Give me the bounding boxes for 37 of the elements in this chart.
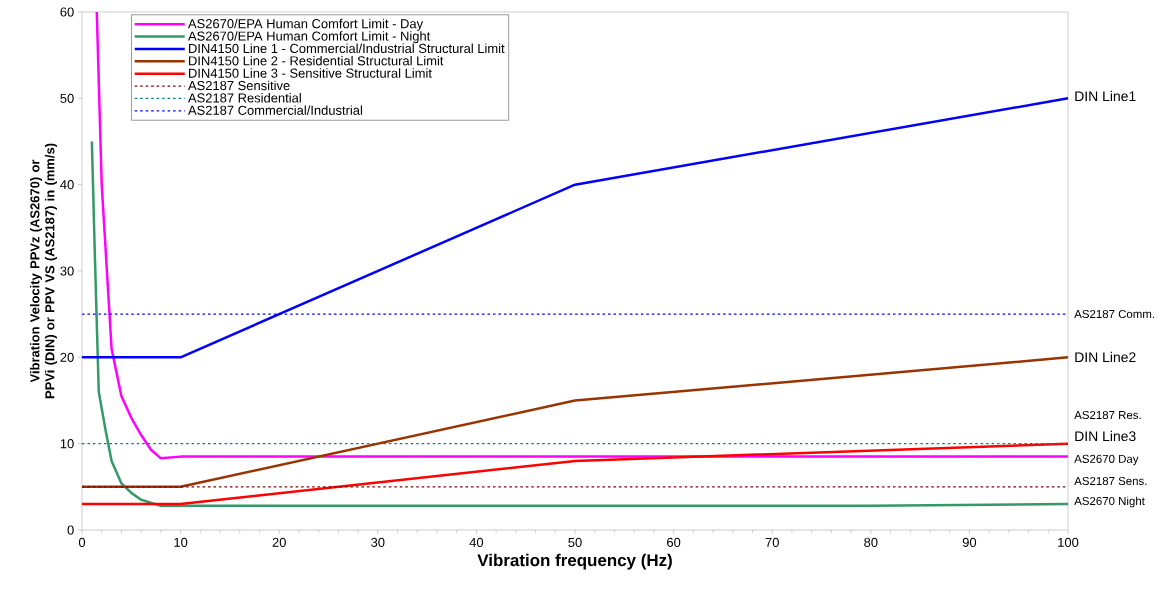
text: DIN Line1 [1075,90,1136,102]
legend-label: AS2670/EPA Human Comfort Limit - Night [188,31,431,44]
legend-label: AS2187 Residential [188,93,301,103]
x-tick-label: 80 [864,537,878,547]
x-tick-label: 20 [272,537,286,547]
x-tick-label: 0 [78,537,86,547]
legend-label: AS2670/EPA Human Comfort Limit - Day [188,18,424,31]
text: DIN Line2 [1075,351,1136,363]
y-tick-label: 20 [60,352,74,362]
line-series [90,140,1070,508]
y-tick-label: 50 [60,93,74,103]
text: DIN Line3 [1075,430,1136,442]
x-tick-label: 60 [667,537,681,547]
text: AS2187 Res. [1074,410,1141,420]
legend-label: DIN4150 Line 1 - Commercial/Industrial Structural Limit [189,43,505,54]
x-tick-label: 30 [371,537,385,547]
x-axis-title: Vibration frequency (Hz) [477,553,672,570]
legend-label: AS2187 Sensitive [188,80,290,91]
y-tick-label: 60 [60,7,74,17]
y-tick-label: 10 [60,439,74,449]
x-tick-label: 70 [765,537,779,547]
legend-label: DIN4150 Line 2 - Residential Structural Limit [189,55,444,66]
legend-label: AS2187 Commercial/Industrial [188,105,362,115]
text: AS2187 Sens. [1074,476,1147,486]
text: AS2670 Night [1074,496,1145,508]
x-tick-label: 10 [174,537,188,547]
y-tick-label: 40 [60,180,74,190]
y-axis-title: Vibration Velocity PPVz (AS2670) or PPVi (DIN) or PPV VS (AS2187) in (mm/s) [29,143,57,399]
x-tick-label: 40 [469,537,484,547]
x-tick-label: 50 [568,537,582,547]
legend-label: DIN4150 Line 3 - Sensitive Structural Limit [189,68,432,78]
text: AS2187 Comm. [1074,309,1155,319]
y-tick-label: 30 [60,266,74,276]
text: AS2670 Day [1074,454,1139,466]
x-tick-label: 90 [962,537,977,547]
y-tick-label: 0 [67,525,74,535]
x-tick-label: 100 [1058,537,1079,547]
